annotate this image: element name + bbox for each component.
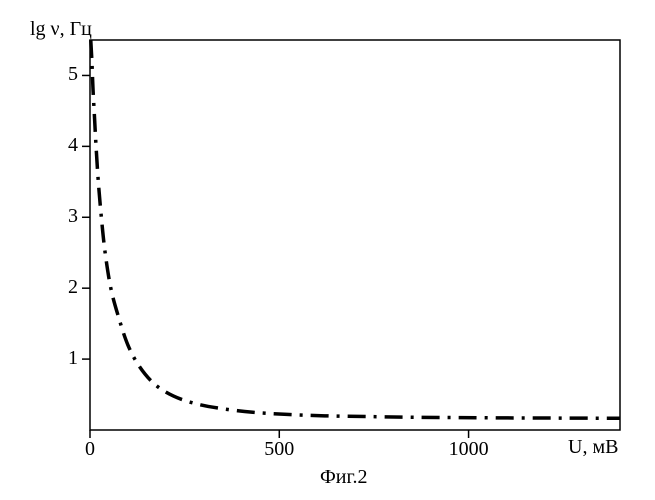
x-tick-label: 500 (264, 438, 294, 461)
y-tick-label: 3 (48, 205, 78, 228)
x-tick-label: 0 (85, 438, 95, 461)
y-tick-label: 1 (48, 347, 78, 370)
x-tick-label: 1000 (449, 438, 489, 461)
y-tick-label: 4 (48, 134, 78, 157)
y-tick-label: 2 (48, 276, 78, 299)
chart-svg (0, 0, 655, 500)
chart-container: lg ν, Гц U, мВ Фиг.2 1234505001000 (0, 0, 655, 500)
y-tick-label: 5 (48, 63, 78, 86)
